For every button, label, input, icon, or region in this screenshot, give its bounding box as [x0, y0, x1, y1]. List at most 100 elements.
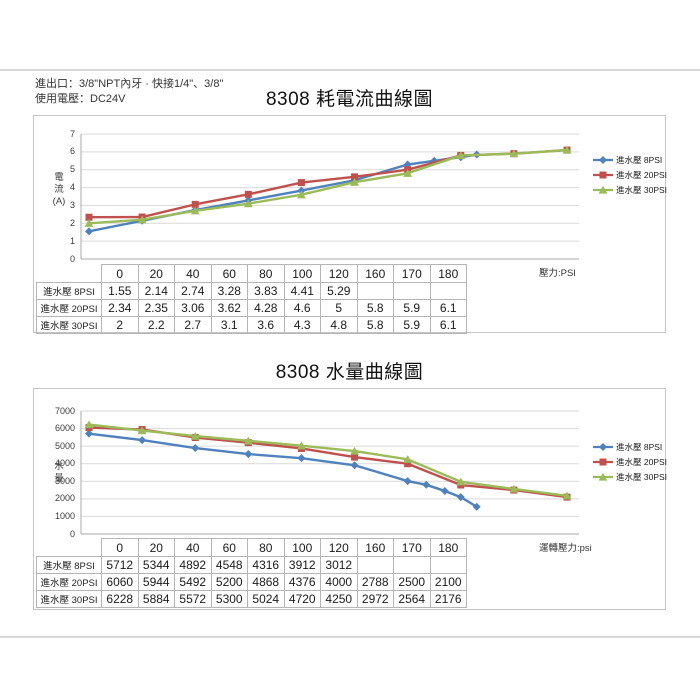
row-label: 進水壓 30PSI — [36, 590, 102, 608]
y-axis-title: 水量 — [46, 461, 72, 485]
y-tick-label: 2000 — [54, 493, 75, 504]
legend-label: 進水壓 20PSI — [616, 169, 668, 180]
table-cell: 4000 — [320, 573, 358, 591]
legend-series-icon — [593, 458, 613, 465]
page-bottom-rule — [0, 636, 700, 638]
triangle-marker — [509, 149, 519, 158]
table-cell: 5300 — [210, 590, 248, 608]
table-cell: 5024 — [247, 590, 285, 608]
triangle-marker — [350, 178, 359, 186]
column-header: 100 — [283, 264, 321, 283]
table-cell: 2500 — [393, 573, 431, 591]
table-cell: 5944 — [137, 573, 175, 591]
legend-series-icon — [593, 185, 613, 194]
table-cell: 6060 — [101, 573, 139, 591]
table-cell: 2788 — [356, 573, 394, 591]
table-cell: 2.34 — [101, 299, 139, 317]
table-cell: 4.3 — [283, 316, 321, 334]
table-cell: 3.6 — [247, 316, 285, 334]
table-cell: 5.8 — [356, 299, 394, 317]
diamond-marker — [350, 461, 359, 470]
y-axis-title-line: 量 — [54, 473, 64, 484]
legend-item: 進水壓 20PSI — [592, 167, 667, 182]
legend-item: 進水壓 20PSI — [592, 454, 667, 469]
triangle-marker — [403, 169, 413, 177]
table-cell: 2176 — [429, 590, 467, 608]
table-header-row: 0 20 40 60 80 100 120 160 170 180 — [36, 538, 467, 557]
triangle-marker — [403, 455, 413, 463]
column-header: 80 — [247, 264, 285, 283]
square-marker — [404, 460, 412, 468]
table-row: 進水壓 8PSI 1.55 2.14 2.74 3.28 3.83 4.41 5.29 — [36, 282, 467, 300]
table-cell — [429, 282, 467, 300]
triangle-marker — [456, 477, 466, 486]
diamond-marker — [472, 502, 481, 511]
triangle-marker — [243, 436, 253, 445]
table-cell: 5.9 — [393, 299, 431, 317]
data-table: 0 20 40 60 80 100 120 160 170 180 進水壓 8PSI 1.55 2.14… — [36, 264, 467, 334]
column-header: 120 — [320, 264, 358, 283]
column-header: 80 — [247, 538, 285, 557]
diamond-marker — [599, 442, 607, 451]
triangle-marker — [456, 151, 466, 160]
water-flow-chart: 0 1000 2000 3000 4000 5000 6000 7000 水量進水壓 8PSI 進… — [33, 388, 667, 610]
diamond-marker — [403, 477, 412, 486]
table-cell: 2.2 — [137, 316, 175, 334]
row-label: 進水壓 20PSI — [36, 299, 102, 317]
triangle-marker — [598, 185, 608, 194]
square-marker — [351, 173, 359, 181]
flow-chart-title: 8308 水量曲線圖 — [275, 362, 424, 383]
table-row: 進水壓 30PSI 6228 5884 5572 5300 5024 4720 4250 297… — [36, 590, 467, 608]
table-cell: 4316 — [247, 556, 285, 574]
legend: 進水壓 8PSI 進水壓 20PSI 進水壓 30PSI — [592, 439, 667, 484]
row-label: 進水壓 20PSI — [36, 573, 102, 591]
series-line — [87, 423, 569, 497]
square-marker — [244, 190, 252, 198]
spec-info-line-ports: 進出口：3/8"NPT內牙 · 快接1/4"、3/8" — [35, 78, 224, 90]
y-tick-label: 5 — [69, 164, 75, 175]
diamond-marker — [191, 444, 200, 453]
y-axis-title-line: 水 — [54, 461, 64, 472]
table-corner-cell — [36, 538, 102, 557]
x-axis-unit-label: 壓力:PSI — [539, 268, 576, 279]
table-cell: 2.14 — [137, 282, 175, 300]
column-header: 60 — [210, 538, 248, 557]
diamond-marker — [456, 493, 465, 502]
triangle-marker — [137, 426, 147, 435]
table-cell: 2.74 — [174, 282, 212, 300]
plot-area — [80, 410, 579, 535]
square-marker — [599, 458, 607, 465]
legend-item: 進水壓 30PSI — [592, 469, 667, 484]
square-marker — [351, 453, 359, 461]
x-axis-unit-label: 運轉壓力:psi — [539, 543, 592, 554]
triangle-marker — [509, 484, 519, 493]
column-header: 60 — [210, 264, 248, 283]
table-cell: 5884 — [137, 590, 175, 608]
triangle-marker — [84, 219, 94, 227]
table-cell: 4.41 — [283, 282, 321, 300]
y-axis-title: 電流 (A) — [46, 172, 72, 208]
legend-item: 進水壓 30PSI — [592, 182, 667, 197]
triangle-marker — [190, 431, 200, 440]
table-cell: 5.8 — [356, 316, 394, 334]
column-header: 40 — [174, 264, 212, 283]
column-header: 160 — [356, 264, 394, 283]
legend-label: 進水壓 8PSI — [616, 154, 663, 165]
table-cell: 5200 — [210, 573, 248, 591]
table-cell: 5 — [320, 299, 358, 317]
table-cell: 4376 — [283, 573, 321, 591]
diamond-marker — [85, 227, 93, 236]
diamond-marker — [138, 436, 147, 445]
table-cell: 4720 — [283, 590, 321, 608]
column-header: 170 — [393, 538, 431, 557]
row-label: 進水壓 30PSI — [36, 316, 102, 334]
triangle-marker — [297, 441, 306, 450]
y-tick-label: 3000 — [54, 475, 75, 486]
column-header: 20 — [137, 264, 175, 283]
triangle-marker — [84, 420, 94, 429]
table-cell — [356, 556, 394, 574]
diamond-marker — [297, 454, 306, 463]
y-tick-label: 5000 — [54, 440, 75, 451]
y-tick-label: 0 — [69, 528, 75, 539]
column-header: 180 — [429, 538, 467, 557]
